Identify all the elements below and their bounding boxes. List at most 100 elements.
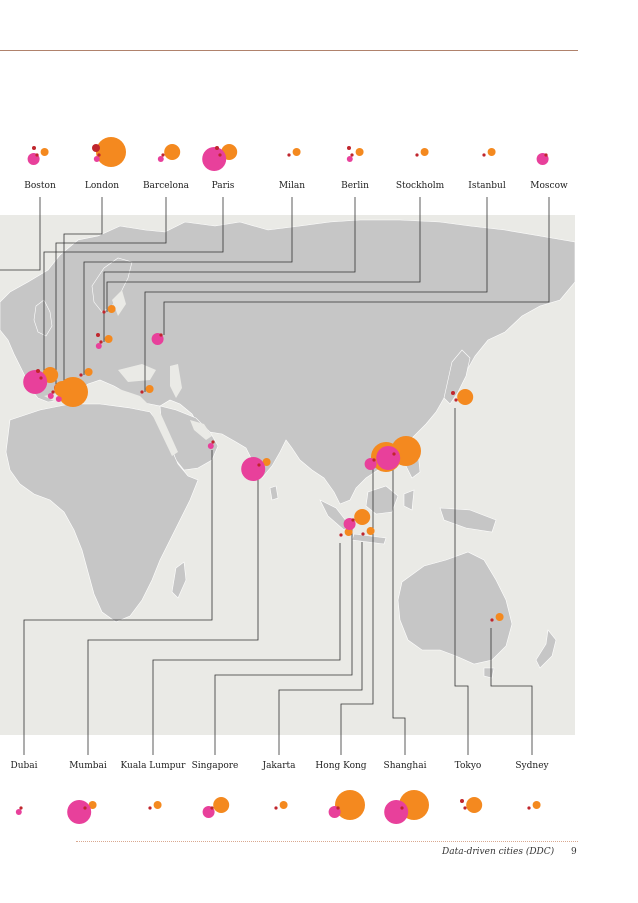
leader-line-mumbai bbox=[87, 473, 259, 755]
black-sea bbox=[118, 364, 156, 382]
map-berlin-pink-bubble bbox=[95, 343, 102, 349]
persian-gulf bbox=[190, 420, 212, 440]
legend-barcelona-orange-bubble bbox=[164, 144, 181, 160]
map-berlin-center-dot bbox=[99, 340, 103, 344]
legend-barcelona-pink-bubble bbox=[157, 156, 164, 162]
legend-jakarta-orange-bubble bbox=[279, 801, 288, 809]
footer-title: Data-driven cities (DDC) bbox=[442, 847, 555, 857]
city-label-kuala-lumpur: Kuala Lumpur bbox=[120, 761, 186, 771]
map-milan-center-dot bbox=[79, 373, 83, 377]
map-sydney-center-dot bbox=[490, 618, 494, 622]
leader-line-istanbul bbox=[144, 197, 488, 392]
map-mumbai-orange-bubble bbox=[262, 458, 271, 466]
landmasses bbox=[0, 219, 576, 679]
red-sea bbox=[150, 410, 178, 456]
legend-moscow-center-dot bbox=[544, 153, 548, 157]
map-tokyo-red-bubble bbox=[451, 391, 455, 395]
city-label-istanbul: Istanbul bbox=[468, 181, 506, 191]
legend-mumbai-center-dot bbox=[83, 806, 87, 810]
legend-mumbai-pink-bubble bbox=[67, 800, 92, 824]
city-label-hong-kong: Hong Kong bbox=[315, 761, 367, 771]
city-label-london: London bbox=[84, 181, 120, 191]
city-label-boston: Boston bbox=[24, 181, 56, 191]
leader-line-berlin bbox=[103, 197, 356, 342]
legend-stockholm-center-dot bbox=[415, 153, 419, 157]
legend-berlin-orange-bubble bbox=[355, 148, 364, 156]
leader-line-stockholm bbox=[106, 197, 421, 312]
legend-berlin-center-dot bbox=[350, 153, 354, 157]
tasmania-landmass bbox=[483, 667, 495, 679]
city-label-dubai: Dubai bbox=[10, 761, 38, 771]
city-label-jakarta: Jakarta bbox=[262, 761, 296, 771]
borneo-landmass bbox=[365, 485, 399, 515]
legend-hong-kong-orange-bubble bbox=[335, 790, 365, 820]
legend-tokyo-red-bubble bbox=[460, 799, 464, 803]
legend-milan-orange-bubble bbox=[292, 148, 301, 156]
city-label-sydney: Sydney bbox=[515, 761, 549, 771]
leader-lines bbox=[0, 197, 550, 755]
legend-boston-red-bubble bbox=[32, 146, 36, 150]
eurasia-landmass bbox=[0, 219, 576, 505]
map-milan-orange-bubble bbox=[84, 368, 93, 376]
legend-dubai-pink-bubble bbox=[15, 809, 22, 815]
map-istanbul-orange-bubble bbox=[145, 385, 154, 393]
legend-shanghai-pink-bubble bbox=[384, 800, 409, 824]
legend-milan-center-dot bbox=[287, 153, 291, 157]
city-label-moscow: Moscow bbox=[530, 181, 568, 191]
legend-london-pink-bubble bbox=[93, 156, 100, 162]
leader-line-shanghai bbox=[392, 462, 406, 755]
legend-sydney-center-dot bbox=[527, 806, 531, 810]
map-kuala-lumpur-center-dot bbox=[339, 533, 343, 537]
map-paris-center-dot bbox=[39, 376, 43, 380]
city-label-paris: Paris bbox=[211, 181, 235, 191]
leader-line-boston bbox=[0, 197, 41, 271]
top-rule bbox=[0, 50, 578, 51]
map-tokyo-center-dot bbox=[454, 398, 458, 402]
city-label-milan: Milan bbox=[278, 181, 306, 191]
legend-berlin-pink-bubble bbox=[346, 156, 353, 162]
leader-line-barcelona bbox=[55, 197, 167, 392]
legend-shanghai-center-dot bbox=[400, 806, 404, 810]
city-label-mumbai: Mumbai bbox=[69, 761, 107, 771]
baltic-sea bbox=[112, 290, 126, 316]
map-singapore-orange-bubble bbox=[354, 509, 371, 525]
legend-boston-center-dot bbox=[35, 153, 39, 157]
legend-kuala-lumpur-orange-bubble bbox=[153, 801, 162, 809]
city-label-barcelona: Barcelona bbox=[142, 181, 190, 191]
map-barcelona-orange-bubble bbox=[54, 381, 71, 397]
legend-london-orange-bubble bbox=[96, 137, 126, 167]
legend-hong-kong-center-dot bbox=[336, 806, 340, 810]
legend-mumbai-orange-bubble bbox=[88, 801, 97, 809]
map-hong-kong-center-dot bbox=[372, 458, 376, 462]
map-paris-red-bubble bbox=[36, 369, 40, 373]
map-jakarta-orange-bubble bbox=[366, 527, 375, 535]
leader-line-jakarta bbox=[278, 542, 363, 755]
legend-paris-red-bubble bbox=[215, 146, 219, 150]
map-berlin-orange-bubble bbox=[104, 335, 113, 343]
africa-landmass bbox=[5, 403, 199, 623]
legend-london-red-bubble bbox=[92, 144, 100, 152]
map-london-pink-bubble bbox=[55, 396, 62, 402]
map-jakarta-center-dot bbox=[361, 532, 365, 536]
map-shanghai-center-dot bbox=[392, 452, 396, 456]
legend-sydney-orange-bubble bbox=[532, 801, 541, 809]
city-label-berlin: Berlin bbox=[341, 181, 369, 191]
srilanka-landmass bbox=[269, 485, 279, 501]
page-number: 9 bbox=[571, 847, 577, 857]
leader-line-sydney bbox=[490, 628, 533, 755]
legend-istanbul-orange-bubble bbox=[487, 148, 496, 156]
legend-barcelona-center-dot bbox=[161, 153, 165, 157]
map-kuala-lumpur-orange-bubble bbox=[344, 528, 353, 536]
caspian-sea bbox=[170, 364, 182, 398]
legend-stockholm-orange-bubble bbox=[420, 148, 429, 156]
legend-paris-center-dot bbox=[218, 153, 222, 157]
legend-paris-pink-bubble bbox=[202, 147, 227, 171]
legend-berlin-red-bubble bbox=[347, 146, 351, 150]
city-label-tokyo: Tokyo bbox=[454, 761, 482, 771]
map-stockholm-center-dot bbox=[102, 310, 106, 314]
map-mumbai-pink-bubble bbox=[241, 457, 266, 481]
city-label-shanghai: Shanghai bbox=[383, 761, 427, 771]
map-dubai-pink-bubble bbox=[207, 443, 214, 449]
legend-boston-orange-bubble bbox=[40, 148, 49, 156]
